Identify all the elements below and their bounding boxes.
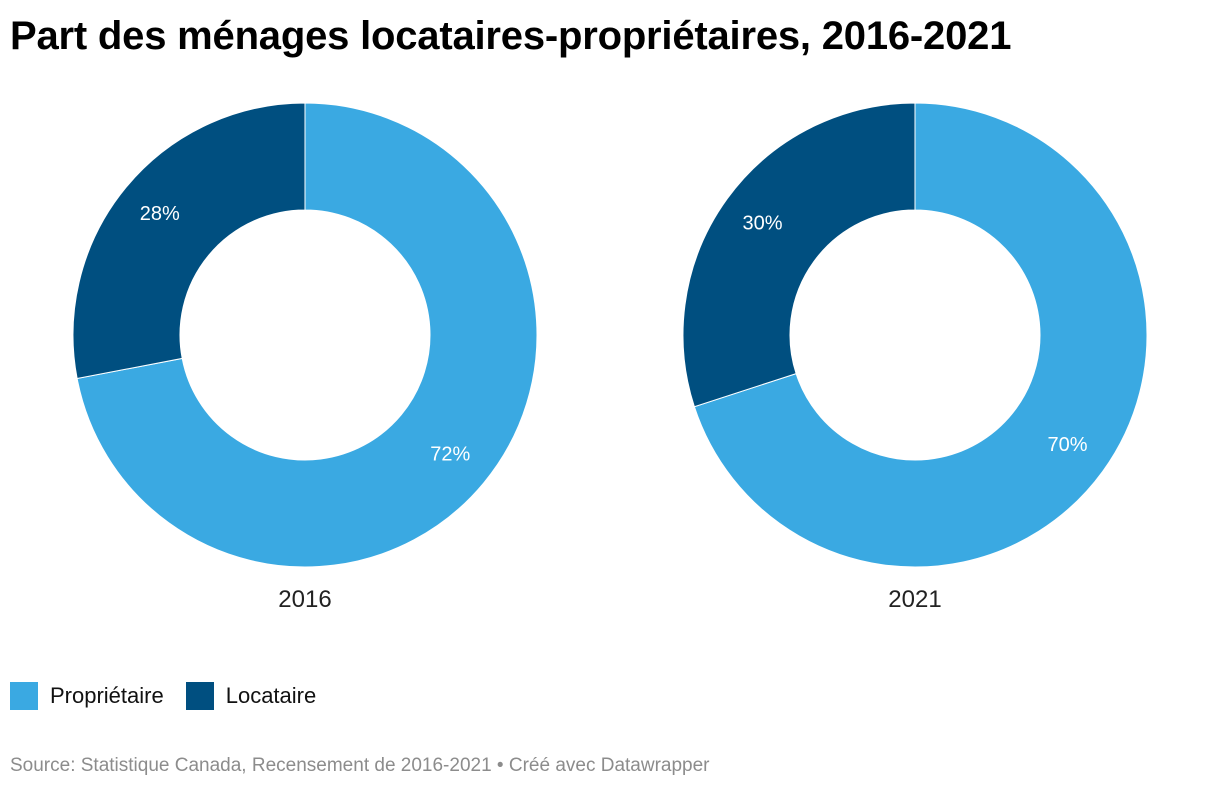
source-note: Source: Statistique Canada, Recensement …	[10, 755, 710, 776]
legend-label-locataire: Locataire	[225, 683, 317, 708]
slice-propritaire-2016	[76, 102, 538, 568]
legend-item-locataire: Locataire	[185, 682, 317, 710]
slice-propritaire-2021	[693, 102, 1148, 568]
slice-label-locataire-2016: 28%	[140, 203, 180, 225]
chart-title: Part des ménages locataires-propriétaire…	[10, 14, 1012, 58]
slice-label-propritaire-2016: 72%	[430, 443, 470, 465]
legend-swatch-proprietaire	[10, 682, 38, 710]
slice-label-locataire-2021: 30%	[742, 212, 782, 234]
legend: Propriétaire Locataire	[10, 682, 338, 710]
donut-svg-2016: 72% 28%	[72, 102, 538, 568]
donut-chart-2016: 72% 28%	[65, 95, 545, 575]
legend-swatch-locataire	[185, 682, 214, 710]
slice-label-propritaire-2021: 70%	[1047, 434, 1087, 456]
legend-label-proprietaire: Propriétaire	[50, 683, 164, 708]
donut-chart-2021: 70% 30%	[675, 95, 1155, 575]
donut-label-2021: 2021	[888, 586, 942, 613]
legend-item-proprietaire: Propriétaire	[10, 682, 164, 710]
donut-label-2016: 2016	[278, 586, 332, 613]
slice-locataire-2016	[72, 102, 306, 380]
donut-svg-2021: 70% 30%	[682, 102, 1148, 568]
slice-locataire-2021	[682, 102, 916, 408]
